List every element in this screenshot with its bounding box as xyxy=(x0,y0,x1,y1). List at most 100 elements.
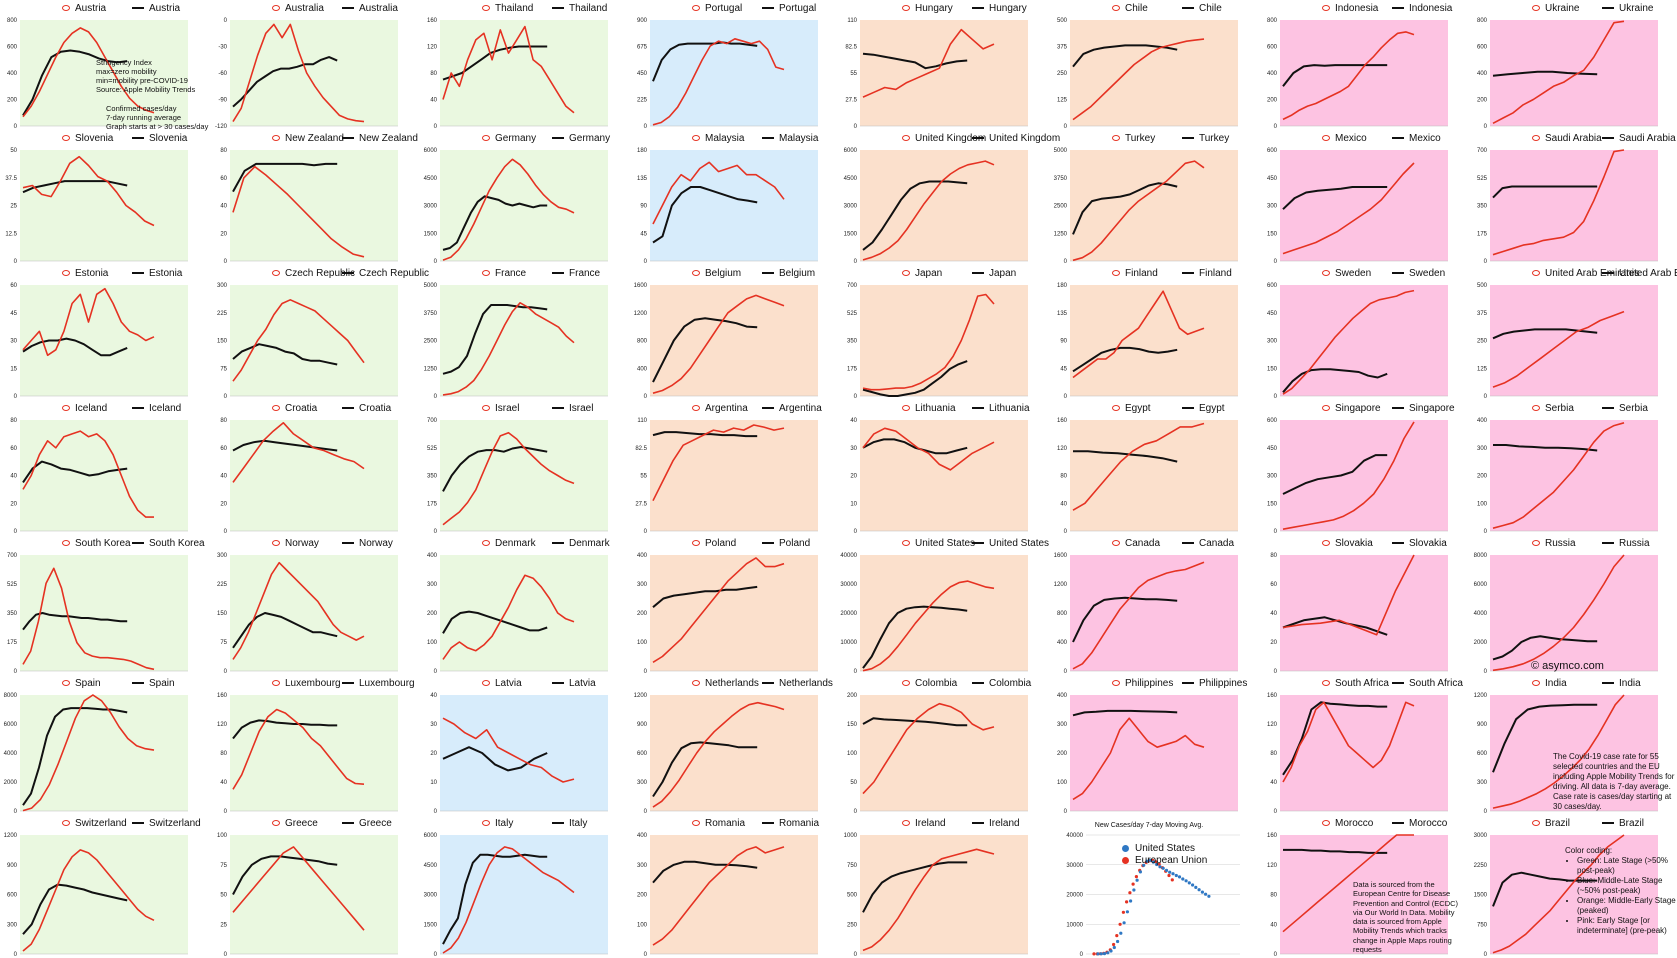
y-tick-label: 375 xyxy=(1477,311,1488,317)
legend-cases: Norway xyxy=(272,538,319,549)
cases-line xyxy=(22,849,155,952)
legend-cases: Morocco xyxy=(1322,818,1373,829)
y-tick-label: 0 xyxy=(434,952,438,958)
y-tick-label: 1200 xyxy=(1474,693,1488,699)
cases-legend-marker xyxy=(272,5,280,12)
us-point xyxy=(1177,875,1182,879)
legend-mobility: Greece xyxy=(342,818,392,829)
cases-legend-marker xyxy=(272,270,280,277)
y-tick-label: 8000 xyxy=(4,693,18,699)
country-chart: Germany Germany 6000 4500 3000 1500 0 xyxy=(420,130,618,265)
y-tick-label: 10000 xyxy=(1066,922,1083,928)
us-point xyxy=(1148,858,1152,862)
y-tick-label: 160 xyxy=(1057,418,1068,424)
legend-cases: Luxembourg xyxy=(272,678,341,689)
y-tick-label: 160 xyxy=(427,18,438,24)
legend-cases: Ukraine xyxy=(1532,3,1579,14)
chart-legend: Canada Canada xyxy=(1050,535,1248,549)
us-point xyxy=(1191,883,1195,887)
country-chart: Argentina Argentina 110 82.5 55 27.5 0 xyxy=(630,400,828,535)
us-point xyxy=(1164,868,1169,872)
legend-cases-label: Romania xyxy=(705,818,746,829)
us-point xyxy=(1181,877,1185,881)
chart-legend: Slovakia Slovakia xyxy=(1260,535,1458,549)
legend-mobility: Turkey xyxy=(1182,133,1229,144)
y-tick-label: 2250 xyxy=(1474,863,1488,869)
y-tick-label: 55 xyxy=(640,474,647,480)
us-point xyxy=(1109,949,1113,953)
plot-background xyxy=(1490,420,1658,531)
country-chart: Russia Russia 8000 6000 4000 2000 0 xyxy=(1470,535,1668,675)
plot-background xyxy=(860,150,1028,261)
cases-legend-marker xyxy=(482,680,490,687)
country-chart: Turkey Turkey 5000 3750 2500 1250 0 xyxy=(1050,130,1248,265)
cases-legend-marker xyxy=(1532,5,1540,12)
chart-plot: 5000 3750 2500 1250 0 xyxy=(1054,148,1238,265)
chart-legend: Philippines Philippines xyxy=(1050,675,1248,689)
legend-cases-label: France xyxy=(495,268,527,279)
y-tick-label: 175 xyxy=(427,501,438,507)
y-tick-label: 110 xyxy=(637,418,647,424)
y-tick-label: 300 xyxy=(1267,474,1278,480)
mobility-line xyxy=(1283,848,1388,854)
mobility-legend-marker xyxy=(552,822,564,825)
mobility-legend-marker xyxy=(1392,137,1404,140)
us-eu-chart: New Cases/day 7-day Moving Avg. 40000 3000… xyxy=(1050,815,1248,958)
chart-plot: 700 525 350 175 0 xyxy=(847,283,1028,400)
legend-cases: Russia xyxy=(1532,538,1576,549)
eu-point xyxy=(1112,942,1116,947)
y-tick-label: 3000 xyxy=(1474,833,1488,839)
us-eu-plot: New Cases/day 7-day Moving Avg. 40000 3000… xyxy=(1066,822,1240,958)
legend-cases: Spain xyxy=(62,678,101,689)
chart-plot: 100 75 50 25 0 xyxy=(217,833,398,958)
us-point xyxy=(1204,892,1208,896)
y-tick-label: 0 xyxy=(644,529,648,535)
mobility-line xyxy=(1073,450,1178,463)
mobility-legend-marker xyxy=(342,682,354,685)
y-tick-label: 125 xyxy=(1057,98,1068,104)
us-point xyxy=(1171,872,1175,876)
y-tick-label: 2000 xyxy=(4,780,18,786)
legend-mobility-label: Philippines xyxy=(1199,678,1248,689)
legend-cases-label: Serbia xyxy=(1545,403,1574,414)
legend-mobility-label: Slovakia xyxy=(1409,538,1447,549)
y-tick-label: 0 xyxy=(1484,394,1488,400)
mobility-legend-marker xyxy=(1182,137,1194,140)
country-chart: United States United States 40000 30000 2000… xyxy=(840,535,1049,675)
cases-line xyxy=(1282,421,1415,530)
y-tick-label: 1500 xyxy=(424,231,438,237)
legend-mobility-label: United Arab Emirates xyxy=(1619,268,1677,279)
legend-cases-label: Morocco xyxy=(1335,818,1374,829)
y-tick-label: 400 xyxy=(7,71,18,77)
cases-legend-marker xyxy=(692,680,700,687)
y-tick-label: 20000 xyxy=(840,611,857,617)
mobility-legend-marker xyxy=(132,822,144,825)
legend-mobility: Ireland xyxy=(972,818,1020,829)
us-point xyxy=(1132,888,1136,892)
cases-legend-marker xyxy=(692,5,700,12)
legend-cases-label: Hungary xyxy=(915,3,953,14)
y-tick-label: 300 xyxy=(427,582,438,588)
y-tick-label: 0 xyxy=(434,529,438,535)
y-tick-label: 0 xyxy=(1484,124,1488,130)
legend-mobility: Norway xyxy=(342,538,393,549)
eu-point xyxy=(1134,875,1138,879)
cases-line xyxy=(232,708,365,790)
y-tick-label: 45 xyxy=(640,231,647,237)
mobility-line xyxy=(862,605,968,669)
legend-cases-label: Ukraine xyxy=(1545,3,1580,14)
plot-background xyxy=(1070,150,1238,261)
chart-plot: 8000 6000 4000 2000 0 xyxy=(4,693,188,815)
y-tick-label: 0 xyxy=(14,669,18,675)
country-chart: Saudi Arabia Saudi Arabia 700 525 350 175 0 xyxy=(1470,130,1676,265)
chart-legend: New Zealand New Zealand xyxy=(210,130,418,144)
cases-line xyxy=(1492,694,1625,809)
y-tick-label: 900 xyxy=(637,18,648,24)
chart-legend: Denmark Denmark xyxy=(420,535,618,549)
y-tick-label: 1200 xyxy=(4,833,18,839)
y-tick-label: 0 xyxy=(224,18,228,24)
mobility-line xyxy=(442,610,548,634)
y-tick-label: 0 xyxy=(224,809,228,815)
y-tick-label: 2500 xyxy=(1054,204,1068,210)
legend-cases: Finland xyxy=(1112,268,1158,279)
